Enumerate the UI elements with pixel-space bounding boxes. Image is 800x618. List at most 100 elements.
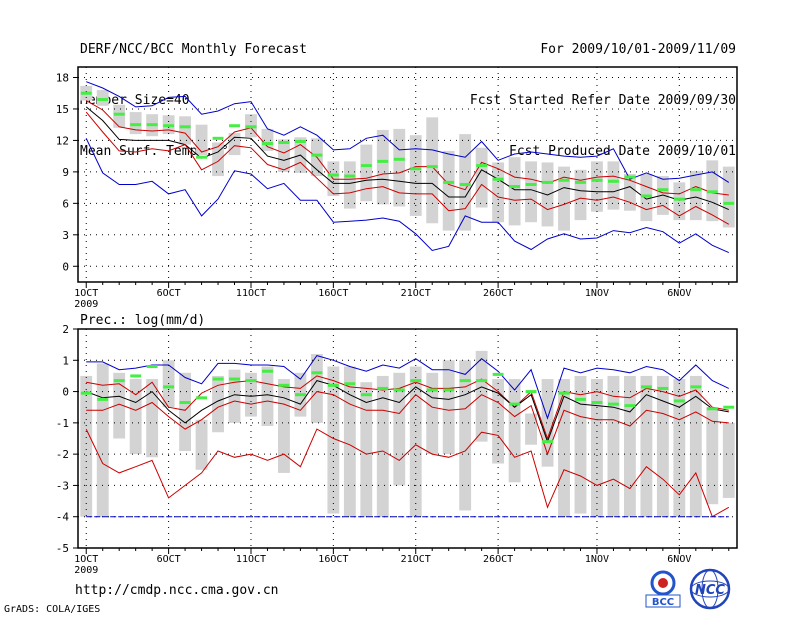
y-tick-label-prec: -5 [56, 542, 69, 555]
spread-box-temp-23 [442, 150, 455, 231]
spread-box-prec-5 [146, 379, 159, 458]
spread-box-temp-35 [640, 173, 653, 222]
series-line-prec-upper [86, 375, 729, 441]
observed-mark-temp-6 [163, 124, 175, 128]
spread-box-prec-23 [442, 360, 455, 455]
spread-box-prec-7 [179, 372, 192, 452]
observed-mark-prec-10 [229, 377, 240, 381]
spread-box-temp-29 [541, 162, 554, 227]
spread-box-prec-4 [129, 379, 142, 455]
observed-mark-temp-14 [294, 139, 306, 143]
spread-box-temp-18 [360, 144, 373, 202]
spread-box-temp-7 [179, 116, 192, 145]
observed-mark-prec-31 [575, 397, 586, 401]
observed-mark-prec-9 [212, 377, 224, 381]
observed-mark-temp-29 [542, 180, 553, 184]
spread-box-prec-26 [492, 379, 505, 464]
spread-box-temp-4 [129, 112, 142, 135]
observed-mark-prec-28 [525, 390, 537, 394]
observed-mark-temp-20 [393, 157, 405, 161]
x-tick-label-prec: 6OCT [157, 554, 181, 565]
x-tick-label-temp: 16OCT [318, 288, 348, 299]
y-tick-label-prec: -3 [56, 479, 69, 492]
y-tick-label-temp: 15 [56, 103, 69, 116]
spread-box-temp-26 [492, 162, 505, 223]
observed-mark-temp-18 [360, 164, 372, 168]
observed-mark-temp-3 [113, 112, 125, 116]
observed-mark-temp-28 [525, 182, 537, 186]
observed-mark-temp-7 [179, 125, 191, 129]
observed-mark-prec-21 [410, 379, 422, 383]
spread-box-temp-17 [343, 161, 356, 209]
prec-chart-title: Prec.: log(mm/d) [80, 313, 205, 328]
spread-box-temp-28 [525, 161, 537, 223]
chart-system-title: DERF/NCC/BCC Monthly Forecast [80, 42, 307, 57]
spread-box-temp-33 [607, 161, 620, 210]
y-tick-label-prec: 2 [62, 323, 69, 336]
observed-mark-prec-18 [360, 393, 372, 397]
observed-mark-prec-23 [443, 388, 455, 392]
y-tick-label-prec: 1 [62, 354, 69, 367]
observed-mark-temp-19 [377, 159, 389, 163]
spread-box-temp-19 [376, 129, 389, 205]
spread-box-temp-8 [195, 124, 208, 156]
series-line-temp-mean [85, 106, 730, 211]
observed-mark-temp-5 [146, 123, 158, 127]
observed-mark-temp-9 [212, 136, 224, 140]
spread-box-prec-33 [607, 375, 620, 517]
series-line-temp-upper [85, 100, 729, 196]
ncc-logo-text: NCC [695, 583, 725, 598]
spread-box-prec-39 [706, 407, 719, 505]
spread-box-prec-1 [80, 375, 93, 517]
spread-box-temp-32 [591, 161, 603, 212]
observed-mark-temp-31 [575, 180, 586, 184]
y-tick-label-temp: 3 [62, 229, 69, 242]
observed-mark-prec-14 [294, 393, 306, 397]
observed-mark-temp-33 [608, 179, 619, 183]
y-tick-label-temp: 6 [62, 197, 69, 210]
observed-mark-prec-39 [706, 407, 718, 411]
spread-box-temp-31 [574, 169, 587, 221]
spread-box-prec-13 [278, 379, 290, 473]
observed-mark-temp-37 [673, 197, 685, 201]
observed-mark-prec-4 [130, 374, 142, 378]
y-tick-label-prec: 0 [62, 386, 69, 399]
y-tick-label-temp: 18 [56, 71, 69, 84]
observed-mark-temp-32 [591, 178, 603, 182]
spread-box-temp-34 [623, 173, 636, 211]
observed-mark-temp-30 [558, 178, 570, 182]
observed-mark-temp-2 [97, 98, 109, 102]
x-tick-label-prec: 1OCT [74, 554, 98, 565]
y-tick-label-prec: -1 [56, 417, 69, 430]
observed-mark-temp-35 [640, 194, 652, 198]
observed-mark-prec-13 [278, 383, 290, 387]
plot-frame-temp [77, 66, 738, 283]
spread-box-prec-9 [212, 375, 224, 433]
spread-box-prec-28 [525, 413, 537, 445]
observed-mark-temp-34 [624, 175, 636, 179]
observed-mark-prec-19 [377, 386, 389, 390]
observed-mark-prec-35 [640, 385, 652, 389]
spread-box-temp-27 [508, 157, 521, 226]
spread-box-temp-2 [96, 90, 109, 106]
series-line-prec-lower [86, 391, 729, 456]
spread-box-temp-9 [212, 142, 224, 177]
x-tick-label-prec: 16OCT [318, 554, 348, 565]
spread-box-prec-38 [689, 375, 702, 517]
plot-frame-prec [77, 328, 738, 549]
observed-mark-temp-22 [426, 165, 438, 169]
x-tick-label-temp: 21OCT [401, 288, 431, 299]
spread-box-temp-10 [228, 133, 241, 156]
observed-mark-temp-23 [443, 180, 455, 184]
produced-date-label: Fcst Produced Date 2009/10/01 [509, 144, 736, 159]
series-line-prec-max [86, 355, 730, 420]
observed-mark-temp-36 [657, 188, 669, 192]
observed-mark-prec-7 [179, 401, 191, 405]
observed-mark-prec-37 [673, 399, 685, 403]
y-tick-label-temp: 12 [56, 134, 69, 147]
observed-mark-temp-13 [278, 141, 290, 145]
observed-mark-temp-15 [311, 153, 323, 157]
observed-mark-prec-11 [245, 379, 257, 383]
x-tick-label-prec: 1NOV [585, 554, 609, 565]
spread-box-temp-24 [459, 134, 472, 231]
